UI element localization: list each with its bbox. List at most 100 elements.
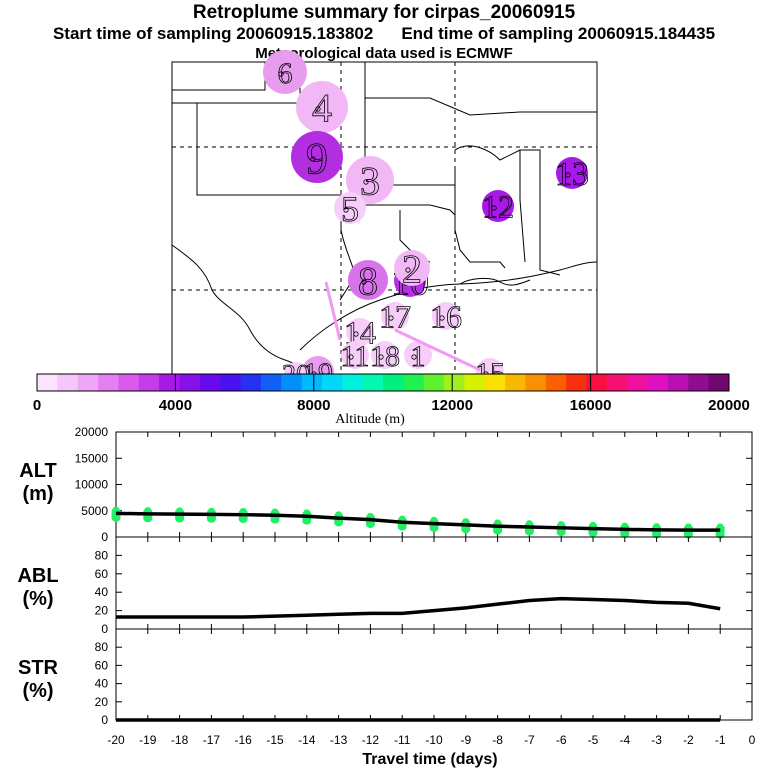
colorbar-swatch xyxy=(505,374,526,391)
panel-unit-label: (m) xyxy=(22,483,53,505)
scatter-point xyxy=(399,515,406,520)
plume-circle xyxy=(432,302,460,330)
x-tick-label: -15 xyxy=(266,733,284,747)
y-tick-label: 20 xyxy=(95,604,109,618)
y-tick-label: 20 xyxy=(95,695,109,709)
plume-marker: 9 xyxy=(291,131,343,183)
plume-marker: 18 xyxy=(370,339,401,373)
colorbar-swatch xyxy=(403,374,425,391)
plume-label: 18 xyxy=(370,340,400,373)
plume-label: 5 xyxy=(341,189,359,229)
plume-dot xyxy=(378,354,384,360)
colorbar-swatch xyxy=(179,374,201,391)
x-tick-label: -13 xyxy=(330,733,348,747)
y-tick-label: 15000 xyxy=(75,451,109,465)
colorbar-swatch xyxy=(57,374,79,391)
plume-dot xyxy=(405,267,411,273)
x-tick-label: -3 xyxy=(651,733,662,747)
x-tick-label: -1 xyxy=(715,733,726,747)
x-tick-label: -17 xyxy=(203,733,221,747)
colorbar-swatch xyxy=(566,374,588,391)
plume-dot xyxy=(343,207,349,213)
colorbar-swatch xyxy=(708,374,730,391)
plume-label: 12 xyxy=(482,189,514,225)
colorbar-swatch xyxy=(260,374,282,391)
plume-marker: 17 xyxy=(379,298,412,335)
x-tick-label: -5 xyxy=(588,733,599,747)
scatter-point xyxy=(717,523,724,528)
plume-label: 9 xyxy=(306,134,328,183)
colorbar-swatch xyxy=(484,374,506,391)
y-tick-label: 0 xyxy=(101,530,108,544)
colorbar-tick-label: 20000 xyxy=(708,397,750,414)
colorbar-swatch xyxy=(464,374,486,391)
time-series-panels: 05000100001500020000ALT(m)020406080ABL(%… xyxy=(17,425,755,768)
plume-marker: 4 xyxy=(296,81,348,133)
map: 649351213810217161411181151920 xyxy=(171,50,598,391)
plume-trail-2 xyxy=(394,328,481,372)
y-tick-label: 0 xyxy=(101,622,108,636)
x-tick-label: -12 xyxy=(362,733,380,747)
plume-circle xyxy=(296,81,348,133)
start-time: Start time of sampling 20060915.183802 xyxy=(52,24,374,43)
colorbar-swatch xyxy=(281,374,303,391)
y-tick-label: 40 xyxy=(95,585,109,599)
colorbar-swatch xyxy=(159,374,180,391)
plume-dot xyxy=(439,315,445,321)
x-tick-label: -20 xyxy=(107,733,125,747)
scatter-point xyxy=(208,507,215,512)
colorbar-swatch xyxy=(301,374,323,391)
colorbar-swatch xyxy=(627,374,649,391)
sampling-times: Start time of sampling 20060915.183802 En… xyxy=(0,24,768,44)
plume-label: 6 xyxy=(278,57,293,90)
colorbar-swatch xyxy=(525,374,547,391)
x-tick-label: -14 xyxy=(298,733,316,747)
plume-dot xyxy=(361,279,367,285)
panel-unit-label: (%) xyxy=(22,680,53,702)
colorbar-tick-label: 4000 xyxy=(159,397,192,414)
met-data-label: Meteorological data used is ECMWF xyxy=(255,45,513,62)
x-tick-label: -6 xyxy=(556,733,567,747)
colorbar-swatch xyxy=(586,374,608,391)
plume-marker: 3 xyxy=(346,156,394,204)
colorbar-tick-label: 0 xyxy=(33,397,41,414)
plume-dot xyxy=(353,331,359,337)
plume-dot xyxy=(310,156,316,162)
scatter-point xyxy=(240,507,247,512)
plume-circle xyxy=(394,250,430,286)
plume-label: 8 xyxy=(358,258,378,303)
plume-marker: 5 xyxy=(334,189,366,229)
plume-dot xyxy=(278,71,284,77)
panel-label: ALT xyxy=(19,460,56,482)
plume-dot xyxy=(411,354,417,360)
colorbar-swatch xyxy=(667,374,689,391)
plume-label: 2 xyxy=(402,246,422,291)
colorbar-swatch xyxy=(362,374,384,391)
scatter-point xyxy=(113,506,119,511)
colorbar-tick-label: 8000 xyxy=(297,397,330,414)
plume-circle xyxy=(371,341,399,369)
colorbar-swatch xyxy=(240,374,262,391)
colorbar-swatch xyxy=(423,374,445,391)
plume-circle xyxy=(404,341,432,369)
colorbar-swatch xyxy=(444,374,465,391)
plume-circle xyxy=(263,50,307,94)
plume-label: 11 xyxy=(341,340,370,373)
y-tick-label: 20000 xyxy=(75,425,109,439)
x-tick-label: -2 xyxy=(683,733,694,747)
scatter-point xyxy=(526,520,533,525)
x-tick-label: -10 xyxy=(425,733,443,747)
plume-circle xyxy=(334,192,366,224)
colorbar-title: Altitude (m) xyxy=(335,412,405,427)
colorbar-swatch xyxy=(98,374,119,391)
y-tick-label: 80 xyxy=(95,640,109,654)
scatter-point xyxy=(431,516,437,521)
x-tick-label: -7 xyxy=(524,733,535,747)
x-axis-title: Travel time (days) xyxy=(362,751,497,768)
colorbar-frame xyxy=(36,373,730,392)
y-tick-label: 80 xyxy=(95,548,109,562)
colorbar-swatch xyxy=(118,374,140,391)
plume-label: 17 xyxy=(379,299,411,335)
x-tick-label: -16 xyxy=(235,733,253,747)
